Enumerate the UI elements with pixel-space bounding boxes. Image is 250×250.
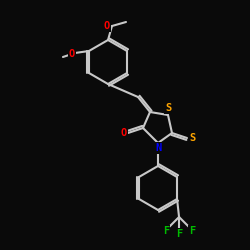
Text: S: S bbox=[165, 103, 171, 113]
Text: F: F bbox=[163, 226, 169, 236]
Text: O: O bbox=[104, 21, 110, 31]
Text: F: F bbox=[176, 229, 182, 239]
Text: O: O bbox=[69, 49, 75, 59]
Text: S: S bbox=[189, 133, 195, 143]
Text: O: O bbox=[121, 128, 127, 138]
Text: F: F bbox=[189, 226, 195, 236]
Text: N: N bbox=[156, 143, 162, 153]
